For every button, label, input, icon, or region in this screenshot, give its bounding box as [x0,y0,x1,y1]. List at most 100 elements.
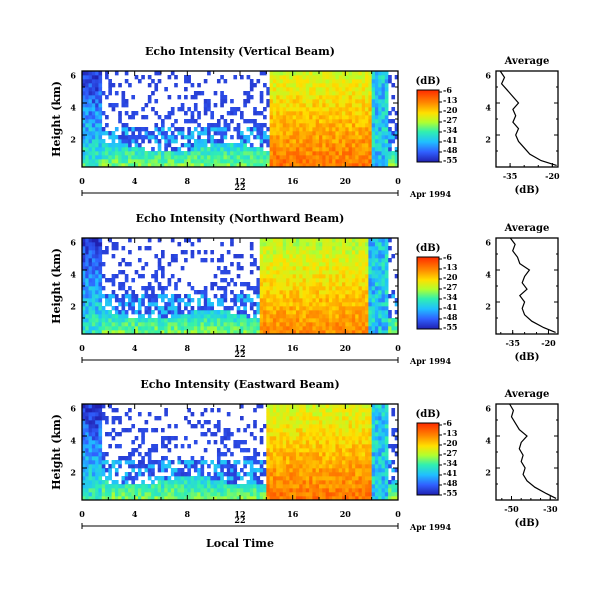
heatmap-cell [365,79,369,84]
heatmap-cell [263,452,267,457]
heatmap-cell [355,286,359,291]
heatmap-cell [82,286,86,291]
heatmap-cell [197,472,201,477]
heatmap-cell [91,464,96,469]
heatmap-cell [371,330,376,335]
heatmap-cell [368,238,373,243]
heatmap-cell [207,310,211,315]
heatmap-cell [223,119,228,124]
heatmap-cell [325,436,330,441]
heatmap-cell [378,99,382,104]
heatmap-cell [210,310,215,315]
heatmap-cell [325,119,330,124]
heatmap-cell [95,95,99,100]
heatmap-cell [85,412,89,417]
heatmap-cell [289,472,294,477]
heatmap-cell [282,408,287,413]
heatmap-cell [394,310,399,315]
heatmap-cell [276,428,280,433]
heatmap-cell [88,274,93,279]
heatmap-cell [361,444,366,449]
heatmap-cell [348,143,353,148]
heatmap-cell [355,448,359,453]
heatmap-cell [167,262,172,267]
heatmap-cell [338,254,343,259]
heatmap-cell [213,432,218,437]
heatmap-cell [309,111,313,116]
heatmap-cell [269,111,274,116]
heatmap-cell [338,258,343,263]
heatmap-cell [325,250,330,255]
heatmap-cell [151,326,155,331]
heatmap-cell [384,111,389,116]
heatmap-cell [108,163,112,168]
heatmap-cell [170,326,175,331]
heatmap-cell [325,416,330,421]
heatmap-cell [216,464,221,469]
heatmap-cell [279,147,284,152]
heatmap-cell [213,496,218,501]
heatmap-cell [95,262,99,267]
heatmap-cell [269,452,274,457]
heatmap-cell [256,492,261,497]
heatmap-cell [95,456,99,461]
heatmap-cell [332,404,336,409]
date-label: Apr 1994 [409,356,452,366]
heatmap-cell [302,476,307,481]
heatmap-cell [338,492,343,497]
heatmap-cell [282,139,287,144]
heatmap-cell [305,314,310,319]
heatmap-cell [207,71,211,76]
heatmap-cell [157,238,162,243]
heatmap-cell [82,147,86,152]
heatmap-cell [177,318,182,323]
heatmap-cell [365,87,369,92]
heatmap-cell [85,318,89,323]
heatmap-cell [223,318,228,323]
heatmap-cell [286,408,290,413]
heatmap-cell [243,310,247,315]
heatmap-cell [95,83,99,88]
heatmap-cell [384,139,389,144]
heatmap-cell [371,254,376,259]
heatmap-cell [361,262,366,267]
heatmap-cell [105,95,109,100]
heatmap-cell [309,464,313,469]
heatmap-cell [309,286,313,291]
heatmap-cell [348,270,353,275]
heatmap-cell [88,484,93,489]
heatmap-cell [355,488,359,493]
heatmap-cell [286,266,290,271]
heatmap-cell [279,103,284,108]
heatmap-cell [233,440,238,445]
heatmap-cell [256,318,261,323]
heatmap-cell [292,330,297,335]
heatmap-cell [144,468,149,473]
heatmap-cell [151,91,155,96]
heatmap-cell [384,302,389,307]
heatmap-cell [101,147,106,152]
heatmap-cell [124,484,129,489]
heatmap-cell [137,127,142,132]
heatmap-cell [203,143,208,148]
heatmap-cell [315,444,320,449]
heatmap-cell [272,416,277,421]
heatmap-cell [279,262,284,267]
heatmap-cell [88,420,93,425]
heatmap-cell [289,290,294,295]
heatmap-cell [82,298,86,303]
heatmap-cell [108,310,112,315]
heatmap-cell [167,127,172,132]
heatmap-cell [124,71,129,76]
heatmap-cell [114,330,119,335]
heatmap-cell [276,242,280,247]
heatmap-cell [114,246,119,251]
heatmap-cell [335,460,340,465]
heatmap-cell [289,163,294,168]
heatmap-cell [328,290,333,295]
heatmap-cell [299,420,303,425]
heatmap-cell [322,484,326,489]
heatmap-cell [332,468,336,473]
heatmap-cell [319,294,323,299]
heatmap-cell [338,306,343,311]
